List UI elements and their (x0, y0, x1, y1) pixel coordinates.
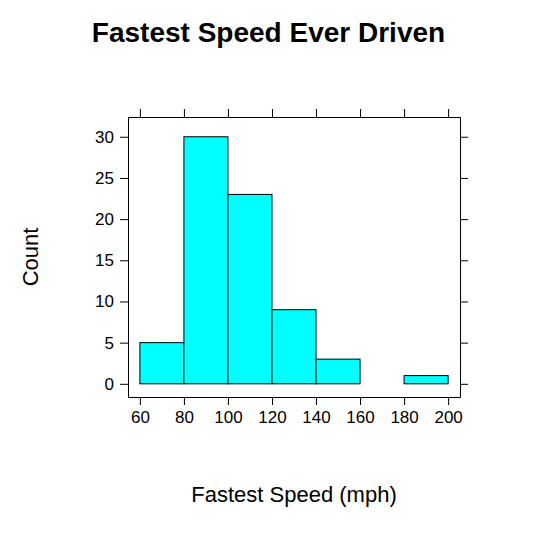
tick (460, 301, 468, 302)
bar (360, 383, 404, 384)
x-axis-top (129, 109, 461, 118)
tick-mark (448, 397, 449, 405)
axis-line (129, 397, 461, 398)
tick-mark (404, 109, 405, 117)
tick (360, 109, 361, 117)
tick (404, 109, 405, 117)
tick-mark (460, 301, 468, 302)
tick: 100 (214, 397, 242, 427)
tick: 80 (175, 397, 194, 427)
y-axis-title: Count (18, 228, 43, 287)
tick: 200 (434, 397, 462, 427)
tick-mark (120, 178, 128, 179)
tick: 25 (95, 169, 128, 188)
tick: 30 (95, 128, 128, 147)
tick-mark (460, 343, 468, 344)
tick (448, 109, 449, 117)
tick: 5 (105, 334, 128, 353)
tick-label: 160 (346, 408, 374, 427)
tick: 120 (258, 397, 286, 427)
tick: 160 (346, 397, 374, 427)
tick: 60 (131, 397, 150, 427)
tick (140, 109, 141, 117)
tick (228, 109, 229, 117)
tick (184, 109, 185, 117)
tick-mark (120, 343, 128, 344)
tick-label: 200 (434, 408, 462, 427)
tick-label: 180 (390, 408, 418, 427)
tick-label: 60 (131, 408, 150, 427)
tick-label: 5 (105, 334, 114, 353)
tick: 140 (302, 397, 330, 427)
tick: 10 (95, 292, 128, 311)
tick-mark (460, 178, 468, 179)
bar (404, 376, 448, 384)
tick-mark (184, 109, 185, 117)
tick-mark (448, 109, 449, 117)
tick: 180 (390, 397, 418, 427)
tick-label: 30 (95, 128, 114, 147)
tick (460, 260, 468, 261)
tick: 20 (95, 210, 128, 229)
tick: 15 (95, 251, 128, 270)
tick-mark (360, 397, 361, 405)
tick-label: 20 (95, 210, 114, 229)
tick-label: 15 (95, 251, 114, 270)
tick-label: 0 (105, 375, 114, 394)
axis-line (129, 117, 461, 118)
bars (140, 137, 448, 384)
axis-line (460, 118, 461, 398)
tick (460, 343, 468, 344)
tick (316, 109, 317, 117)
tick-mark (120, 219, 128, 220)
tick-mark (460, 384, 468, 385)
tick (272, 109, 273, 117)
tick-mark (228, 397, 229, 405)
tick-label: 10 (95, 292, 114, 311)
tick-mark (228, 109, 229, 117)
tick-mark (272, 109, 273, 117)
tick-mark (120, 301, 128, 302)
tick-mark (120, 137, 128, 138)
tick-mark (460, 260, 468, 261)
y-axis-right (460, 118, 468, 398)
tick-label: 120 (258, 408, 286, 427)
tick-mark (184, 397, 185, 405)
x-axis-title: Fastest Speed (mph) (191, 482, 396, 507)
title: Fastest Speed Ever Driven (92, 17, 445, 48)
tick (460, 178, 468, 179)
tick-mark (460, 219, 468, 220)
bar (184, 137, 228, 384)
tick-label: 80 (175, 408, 194, 427)
tick-mark (316, 109, 317, 117)
tick-mark (120, 260, 128, 261)
x-axis: 60 80 100 120 140 160 180 200 (129, 397, 463, 427)
tick (460, 219, 468, 220)
tick-label: 25 (95, 169, 114, 188)
tick-mark (140, 109, 141, 117)
bar (316, 359, 360, 384)
tick-mark (120, 384, 128, 385)
bar (272, 310, 316, 384)
tick-mark (140, 397, 141, 405)
tick-mark (360, 109, 361, 117)
plot: 60 80 100 120 140 160 180 200 0 5 10 15 20 25 30 (95, 109, 468, 427)
tick-mark (404, 397, 405, 405)
tick-mark (460, 137, 468, 138)
tick-mark (316, 397, 317, 405)
tick-mark (272, 397, 273, 405)
axis-line (128, 118, 129, 398)
tick (460, 137, 468, 138)
tick-label: 100 (214, 408, 242, 427)
tick: 0 (105, 375, 128, 394)
bar (228, 194, 272, 383)
chart: 60 80 100 120 140 160 180 200 0 5 10 15 20 25 30 Fastes… (0, 0, 537, 537)
bar (140, 343, 184, 384)
tick (460, 384, 468, 385)
y-axis: 0 5 10 15 20 25 30 (95, 118, 128, 398)
tick-label: 140 (302, 408, 330, 427)
